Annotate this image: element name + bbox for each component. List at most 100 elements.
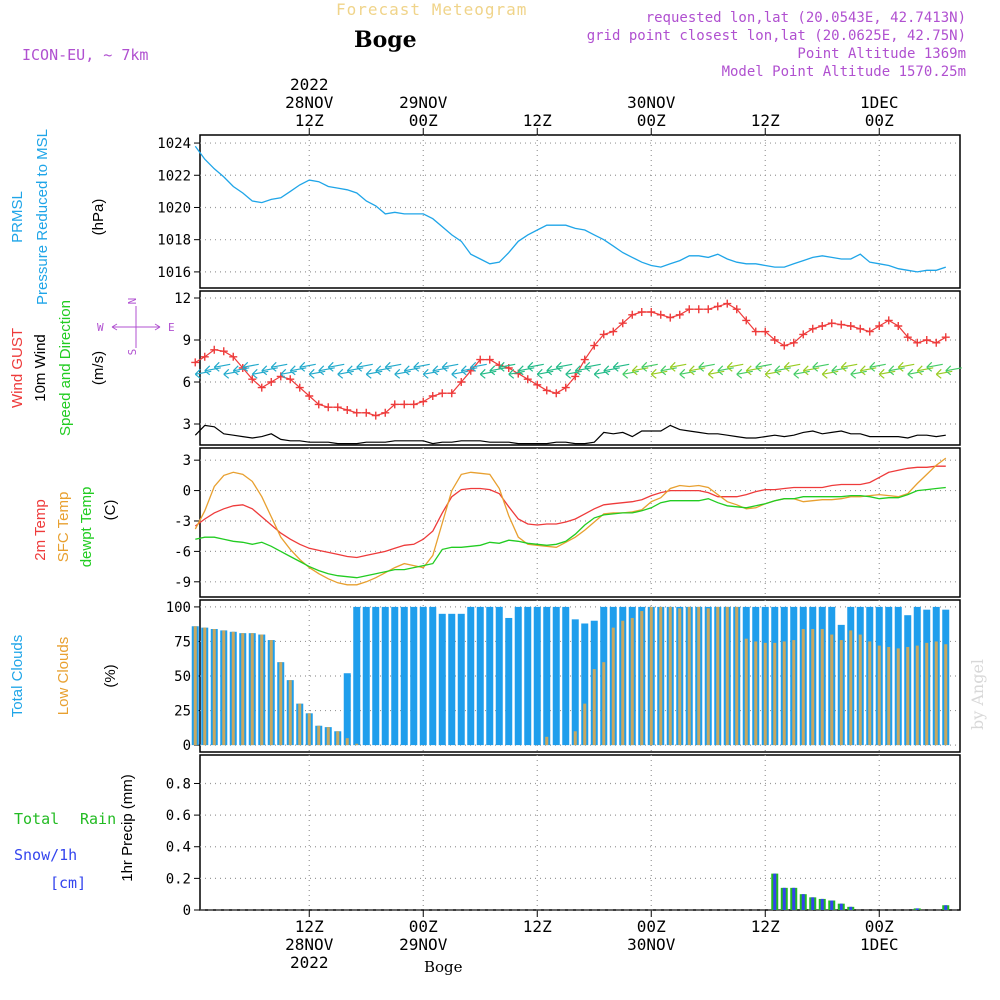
x-tick-label-top: 00Z [637, 111, 666, 130]
low-cloud-bar [877, 645, 881, 746]
snow-bar [782, 887, 786, 910]
total-clouds-label: Total Clouds [9, 635, 26, 718]
total-cloud-bar [486, 606, 494, 746]
gust-point [485, 355, 494, 364]
gust-point [314, 400, 323, 409]
gust-point [846, 322, 855, 330]
wind-direction-arrow [622, 368, 639, 379]
gust-point [932, 338, 941, 347]
low-cloud-bar [355, 743, 359, 746]
wind-direction-arrow [916, 365, 934, 376]
gust-point [599, 330, 608, 339]
low-cloud-bar [906, 646, 910, 746]
snow-bar [820, 898, 824, 910]
gust-point [618, 319, 627, 328]
gust-point [865, 327, 874, 336]
wind-direction-arrow [840, 361, 858, 372]
panel-2: 3 0 -3 -6 -9 [174, 447, 961, 598]
low-cloud-bar [820, 629, 824, 746]
x-tick-label-bottom: 12Z [523, 917, 552, 936]
low-cloud-bar [203, 627, 207, 746]
x-tick-label-bottom: 2022 [290, 953, 329, 972]
wind-direction-arrow [717, 365, 734, 376]
wind-direction-arrow [280, 368, 297, 379]
wind-direction-arrow [641, 361, 658, 372]
wind-direction-arrow [318, 365, 335, 376]
low-cloud-bar [640, 611, 644, 746]
gust-point [571, 372, 580, 381]
gust-point [713, 302, 722, 311]
low-cloud-bar [725, 606, 729, 746]
y-tick-label: 0.2 [166, 871, 191, 887]
x-tick-label-top: 29NOV [399, 93, 448, 112]
wind-direction-arrow [432, 365, 449, 376]
gust-point [248, 375, 257, 384]
gust-point [799, 330, 808, 339]
gust-point [827, 319, 836, 328]
clouds-unit-label: (%) [102, 664, 119, 687]
gust-point [561, 383, 570, 392]
total-cloud-bar [419, 606, 427, 746]
gust-point [761, 327, 770, 336]
rain-label: Rain [80, 810, 116, 828]
gust-point [438, 389, 447, 398]
wind-direction-arrow [859, 365, 877, 376]
low-cloud-bar [250, 633, 254, 746]
low-cloud-bar [212, 629, 216, 746]
total-cloud-bar [505, 617, 513, 746]
low-cloud-bar [849, 630, 853, 746]
wind-direction-arrow [888, 365, 905, 376]
pressure-label-1: PRMSL [9, 191, 26, 243]
wind-direction-arrow [270, 361, 288, 372]
y-tick-label: 0.6 [166, 808, 191, 824]
temp-2m-label: 2m Temp [32, 499, 49, 560]
low-cloud-bar [915, 645, 919, 746]
gust-point [628, 310, 637, 319]
compass-e: E [168, 321, 175, 334]
wind-direction-arrow [945, 365, 962, 376]
snow-bar [944, 905, 948, 910]
low-cloud-bar [583, 703, 587, 746]
total-cloud-bar [552, 606, 560, 746]
snow-bar [792, 887, 796, 910]
wind-direction-arrow [631, 365, 649, 376]
low-cloud-bar [687, 606, 691, 746]
wind-direction-arrow [308, 368, 326, 379]
wind-direction-arrow [232, 365, 250, 376]
footer-location: Boge [424, 958, 463, 976]
wind-direction-arrow [546, 365, 563, 376]
wind-direction-arrow [289, 365, 307, 376]
low-cloud-bar [754, 641, 758, 746]
compass-n: N [126, 298, 139, 305]
gust-point [552, 389, 561, 398]
wind-direction-arrow [831, 365, 848, 376]
y-tick-label: 3 [183, 417, 191, 433]
x-tick-label-bottom: 00Z [865, 917, 894, 936]
gust-point [770, 336, 779, 344]
gust-point [229, 352, 238, 361]
low-cloud-bar [830, 634, 834, 746]
low-cloud-bar [896, 648, 900, 746]
gust-point [219, 347, 228, 356]
precip-unit-label: 1hr Precip (mm) [119, 774, 136, 882]
gust-point [694, 305, 703, 314]
gust-point [875, 322, 884, 330]
model-point-altitude: Model Point Altitude 1570.25m [721, 64, 966, 80]
gust-point [808, 324, 817, 333]
dewpt-label: dewpt Temp [78, 487, 95, 568]
wind-direction-arrow [726, 361, 744, 372]
wind-direction-arrow [660, 365, 677, 376]
low-cloud-bar [630, 617, 634, 746]
gust-point [656, 310, 665, 319]
gust-point [685, 305, 694, 314]
low-cloud-bar [298, 703, 302, 746]
low-cloud-bar [934, 641, 938, 746]
gust-point [286, 375, 295, 384]
total-cloud-bar [476, 606, 484, 746]
x-tick-label-bottom: 12Z [751, 917, 780, 936]
gust-point [704, 305, 713, 314]
x-tick-label-bottom: 00Z [409, 917, 438, 936]
y-tick-label: 1016 [157, 265, 191, 281]
wind-direction-arrow [736, 368, 753, 379]
